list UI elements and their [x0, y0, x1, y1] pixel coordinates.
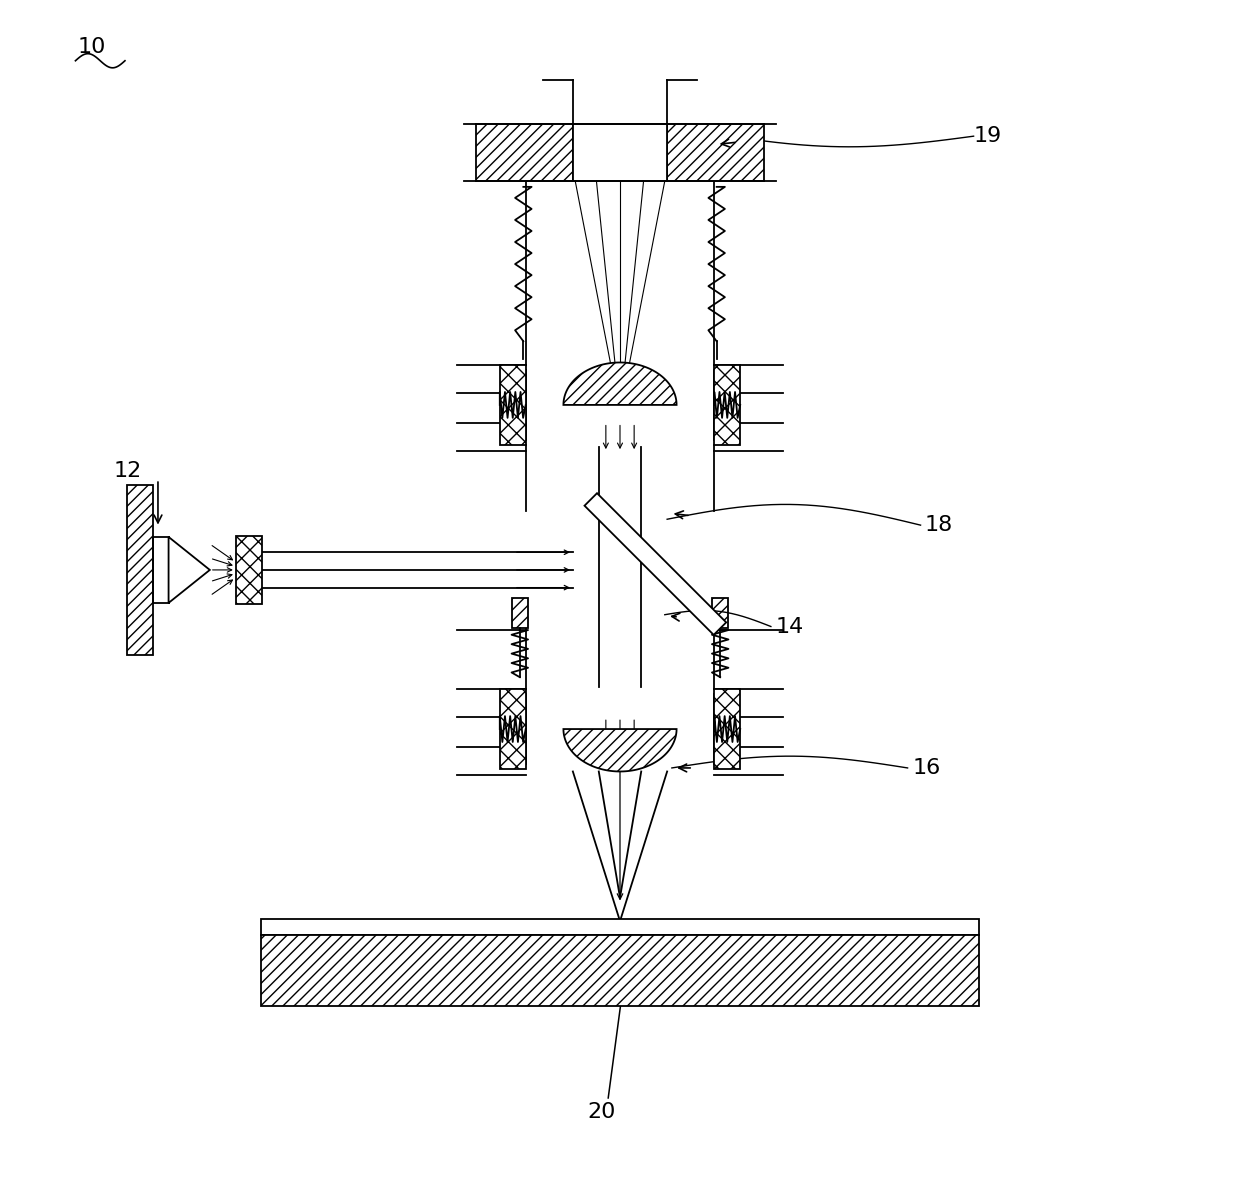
Bar	[260, 919, 980, 935]
Polygon shape	[169, 537, 210, 603]
Text: 18: 18	[924, 515, 952, 535]
Bar	[714, 364, 740, 445]
Polygon shape	[563, 729, 677, 772]
Polygon shape	[563, 362, 677, 405]
Text: 19: 19	[973, 126, 1002, 146]
Bar	[260, 935, 980, 1007]
Bar	[512, 598, 528, 628]
Bar	[714, 693, 735, 764]
Bar	[128, 485, 154, 655]
Text: 10: 10	[78, 37, 107, 57]
Bar	[573, 125, 667, 180]
Bar	[667, 125, 764, 180]
Text: 14: 14	[775, 616, 804, 636]
Text: 12: 12	[113, 461, 141, 481]
Text: 16: 16	[913, 758, 941, 777]
Bar	[476, 125, 573, 180]
Bar	[712, 598, 728, 628]
Bar	[505, 693, 526, 764]
Bar	[714, 369, 735, 440]
Bar	[505, 369, 526, 440]
Bar	[714, 688, 740, 769]
Bar	[500, 364, 526, 445]
Polygon shape	[584, 493, 727, 635]
Text: 20: 20	[587, 1102, 615, 1122]
Bar	[500, 688, 526, 769]
Bar	[236, 535, 262, 604]
